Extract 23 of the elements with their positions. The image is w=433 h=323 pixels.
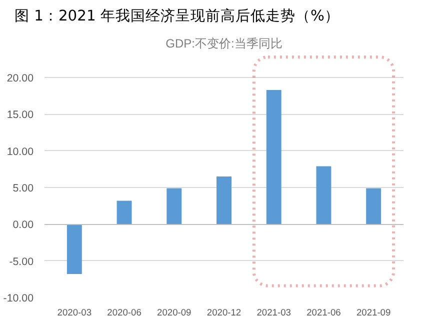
x-tick-label: 2020-03	[57, 308, 92, 318]
chart-title: 图 1：2021 年我国经济呈现前高后低走势（%）	[14, 8, 340, 24]
x-tick-label: 2020-09	[157, 308, 192, 318]
y-tick-label: 10.00	[6, 146, 34, 158]
y-tick-label: 5.00	[12, 182, 34, 194]
bar	[366, 188, 382, 224]
x-tick-label: 2020-06	[107, 308, 142, 318]
bar	[216, 176, 232, 224]
x-tick-label: 2021-09	[356, 308, 391, 318]
chart-subtitle: GDP:不变价:当季同比	[166, 36, 282, 50]
y-tick-label: -10.00	[3, 292, 34, 304]
bar	[66, 224, 82, 274]
bar	[166, 188, 182, 224]
y-tick-label: 0.00	[12, 219, 34, 232]
x-tick-label: 2021-03	[256, 308, 291, 318]
x-tick-label: 2020-12	[206, 308, 242, 318]
y-tick-label: 20.00	[6, 72, 34, 84]
x-tick-label: 2021-06	[306, 308, 341, 318]
y-tick-label: -5.00	[9, 256, 34, 268]
bar	[266, 90, 282, 224]
bar	[116, 200, 132, 224]
bar	[316, 166, 332, 224]
y-tick-label: 15.00	[6, 109, 34, 122]
